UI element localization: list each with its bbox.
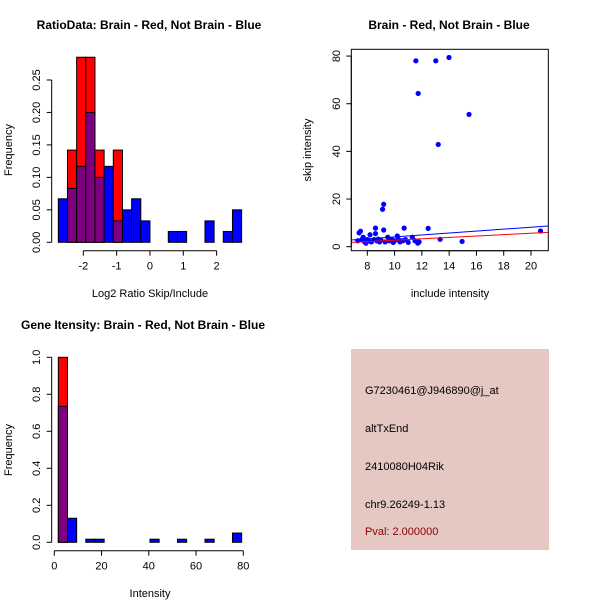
y-axis-label: skip intensity xyxy=(302,118,314,181)
x-tick-label: 20 xyxy=(525,261,537,273)
y-tick-label: 0.05 xyxy=(31,199,43,220)
data-point xyxy=(391,238,398,244)
y-tick-label: 80 xyxy=(331,50,343,62)
data-point xyxy=(425,225,431,231)
x-tick-label: 0 xyxy=(147,261,153,273)
bar-not-brain xyxy=(57,198,68,243)
x-tick-label: 80 xyxy=(237,561,249,573)
data-point xyxy=(372,225,379,231)
x-tick-label: -1 xyxy=(112,261,122,273)
bar-overlap xyxy=(76,165,87,243)
x-tick-label: 20 xyxy=(95,561,107,573)
data-point xyxy=(379,206,386,212)
data-point xyxy=(415,90,421,97)
y-tick-label: 0.8 xyxy=(31,387,43,402)
info-panel: G7230461@J946890@j_at altTxEnd 2410080H0… xyxy=(351,349,549,550)
bar-not-brain xyxy=(204,538,215,543)
bar-not-brain xyxy=(231,532,243,543)
data-point xyxy=(459,238,465,245)
y-tick-label: 0.00 xyxy=(31,232,43,253)
event-type: altTxEnd xyxy=(365,423,409,435)
y-tick-label: 0.0 xyxy=(31,535,43,550)
bar-not-brain xyxy=(149,538,160,543)
y-tick-label: 0.2 xyxy=(31,498,43,513)
bar-not-brain xyxy=(131,198,142,243)
bar-not-brain xyxy=(231,209,243,243)
bar-overlap xyxy=(94,176,105,243)
pval: Pval: 2.000000 xyxy=(365,526,439,538)
y-tick-label: 0 xyxy=(331,244,343,250)
fit-line-not-brain xyxy=(350,225,549,241)
x-axis-label: include intensity xyxy=(411,288,490,300)
bar-not-brain xyxy=(103,165,114,243)
data-point xyxy=(401,225,407,231)
data-point xyxy=(360,234,366,240)
bar-overlap xyxy=(112,220,123,243)
x-tick-label: 2 xyxy=(214,261,220,273)
bar-not-brain xyxy=(85,538,96,543)
gene-name: 2410080H04Rik xyxy=(365,461,444,473)
bar-not-brain xyxy=(167,230,178,243)
probe-id: G7230461@J946890@j_at xyxy=(365,385,499,397)
y-tick-label: 0.20 xyxy=(31,102,43,123)
chart-title: RatioData: Brain - Red, Not Brain - Blue xyxy=(37,18,262,32)
y-tick-label: 0.6 xyxy=(31,424,43,439)
bar-not-brain xyxy=(176,230,188,243)
bar-not-brain xyxy=(222,230,233,243)
y-tick-label: 20 xyxy=(331,193,343,205)
y-tick-label: 0.25 xyxy=(31,69,43,90)
x-axis-label: Intensity xyxy=(130,588,171,600)
y-tick-label: 0.4 xyxy=(31,461,43,476)
x-tick-label: 12 xyxy=(416,261,428,273)
data-point xyxy=(413,58,419,64)
data-point xyxy=(381,227,387,233)
y-tick-label: 40 xyxy=(331,145,343,157)
x-tick-label: 10 xyxy=(388,261,400,273)
x-tick-label: 8 xyxy=(364,261,370,273)
bar-overlap xyxy=(66,187,78,243)
data-point xyxy=(416,239,422,245)
data-point xyxy=(372,230,379,237)
x-tick-label: -2 xyxy=(78,261,88,273)
data-point xyxy=(367,232,373,238)
x-tick-label: 1 xyxy=(180,261,186,273)
data-point xyxy=(435,141,441,148)
bar-not-brain xyxy=(176,538,188,543)
data-point xyxy=(357,228,364,234)
chart-title: Brain - Red, Not Brain - Blue xyxy=(368,18,530,32)
data-point xyxy=(433,58,439,64)
y-tick-label: 0.10 xyxy=(31,167,43,188)
x-tick-label: 40 xyxy=(143,561,155,573)
bar-overlap xyxy=(57,405,68,543)
data-point xyxy=(405,239,411,246)
bar-not-brain xyxy=(94,538,105,543)
y-axis-label: Frequency xyxy=(3,424,15,476)
bar-not-brain xyxy=(204,220,215,243)
data-point xyxy=(466,111,472,118)
x-axis-label: Log2 Ratio Skip/Include xyxy=(92,288,208,300)
bar-not-brain xyxy=(140,220,151,243)
bar-not-brain xyxy=(121,209,133,243)
bar-not-brain xyxy=(66,517,78,543)
y-tick-label: 1.0 xyxy=(31,350,43,365)
bar-overlap xyxy=(85,111,96,243)
y-axis-label: Frequency xyxy=(3,124,15,176)
x-tick-label: 60 xyxy=(190,561,202,573)
x-tick-label: 14 xyxy=(443,261,455,273)
location: chr9.26249-1.13 xyxy=(365,499,446,511)
x-tick-label: 18 xyxy=(498,261,510,273)
data-point xyxy=(446,54,452,61)
y-tick-label: 60 xyxy=(331,98,343,110)
x-tick-label: 0 xyxy=(51,561,57,573)
fit-line-brain xyxy=(350,231,549,243)
plot-box xyxy=(350,48,549,252)
data-point xyxy=(381,201,387,207)
y-tick-label: 0.15 xyxy=(31,134,43,155)
chart-title: Gene Itensity: Brain - Red, Not Brain - … xyxy=(21,318,265,332)
x-tick-label: 16 xyxy=(470,261,482,273)
